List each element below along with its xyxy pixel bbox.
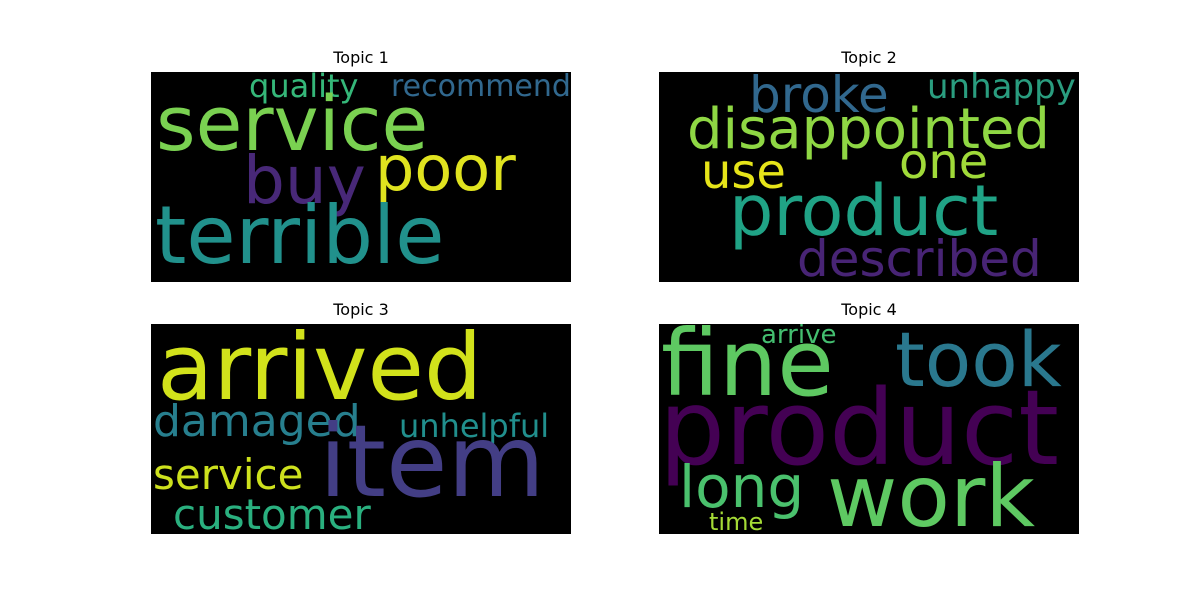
word: unhelpful: [399, 407, 550, 445]
word: quality: [249, 72, 359, 105]
word: described: [797, 230, 1042, 282]
word: disappointed: [687, 97, 1050, 162]
word: fine: [661, 324, 834, 417]
word: long: [679, 453, 805, 521]
topic-4-word-cloud: fine arrive took product long work time: [659, 324, 1079, 534]
word: work: [827, 447, 1036, 534]
topic-3-word-cloud: arrived damaged unhelpful item service c…: [151, 324, 571, 534]
word: damaged: [153, 396, 361, 447]
word: unhappy: [927, 72, 1076, 107]
word: time: [709, 508, 764, 534]
word: poor: [375, 132, 516, 205]
word: use: [701, 144, 786, 200]
word: arrived: [157, 324, 483, 421]
topic-3-title: Topic 3: [333, 300, 389, 319]
word: broke: [749, 72, 889, 124]
word: one: [899, 134, 989, 190]
word: product: [659, 367, 1060, 489]
topic-2-word-cloud: broke unhappy disappointed use one produ…: [659, 72, 1079, 282]
word: arrive: [761, 324, 837, 350]
word: took: [895, 324, 1062, 404]
word: customer: [173, 490, 371, 535]
word: terrible: [155, 189, 445, 282]
topic-1-title: Topic 1: [333, 48, 389, 67]
word: item: [319, 403, 545, 520]
word: buy: [243, 142, 366, 219]
topic-4-title: Topic 4: [841, 300, 897, 319]
word: service: [153, 450, 304, 499]
word: service: [156, 79, 429, 168]
word: recommend: [391, 72, 571, 104]
topic-1-word-cloud: quality recommend service poor buy terri…: [151, 72, 571, 282]
topic-2-title: Topic 2: [841, 48, 897, 67]
word: product: [729, 170, 999, 252]
